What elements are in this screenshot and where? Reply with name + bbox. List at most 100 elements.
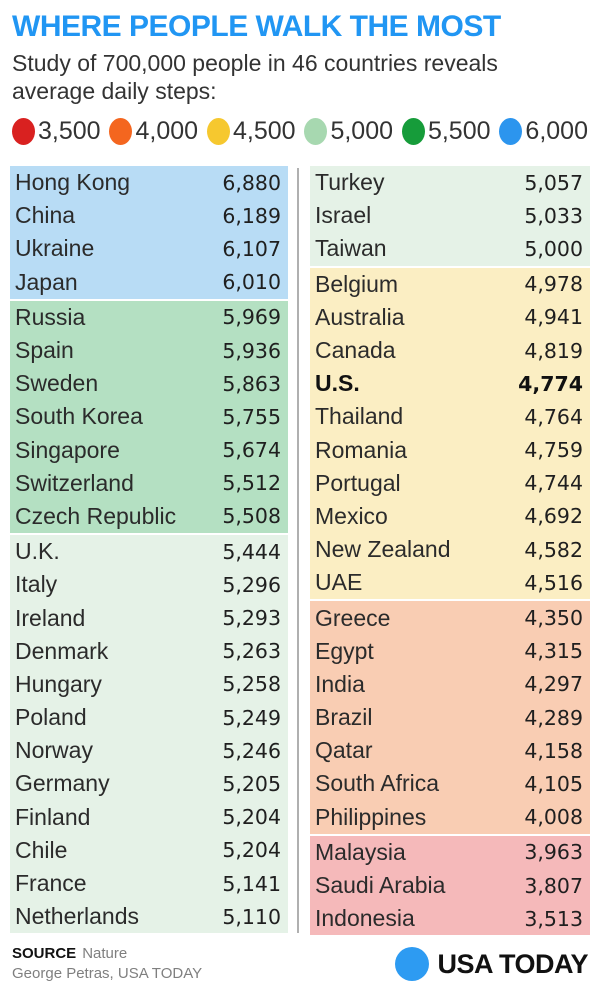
table-row: Saudi Arabia 3,807: [310, 869, 590, 902]
table-row: Turkey 5,057: [310, 166, 590, 199]
country-name: Ukraine: [15, 235, 95, 262]
steps-value: 5,755: [222, 404, 281, 429]
table-row: Hong Kong 6,880: [10, 166, 288, 199]
country-name: Indonesia: [315, 905, 415, 932]
table-row: South Africa 4,105: [310, 767, 590, 800]
usa-today-ball-icon: [395, 947, 430, 982]
country-name: Philippines: [315, 803, 427, 830]
steps-value: 5,444: [222, 539, 281, 564]
country-name: Czech Republic: [15, 502, 177, 529]
table-row: Chile 5,204: [10, 834, 288, 867]
steps-value: 4,289: [524, 705, 583, 730]
steps-value: 5,249: [222, 705, 281, 730]
country-name: Turkey: [315, 169, 385, 196]
legend-label: 4,500: [232, 117, 296, 146]
source-line: SOURCE Nature: [12, 944, 202, 964]
table-row: South Korea 5,755: [10, 400, 288, 433]
country-name: Spain: [15, 337, 74, 364]
steps-value: 5,674: [222, 438, 281, 463]
steps-value: 4,315: [524, 639, 583, 664]
steps-value: 4,744: [524, 471, 583, 496]
steps-value: 5,205: [222, 771, 281, 796]
steps-value: 5,293: [222, 606, 281, 631]
legend-item: 5,000: [304, 117, 393, 146]
legend-item: 4,000: [109, 117, 198, 146]
table-row: Canada 4,819: [310, 334, 590, 367]
steps-value: 4,105: [524, 771, 583, 796]
country-name: Germany: [15, 770, 110, 797]
usa-today-logo-text: USA TODAY: [437, 948, 588, 979]
country-name: Norway: [15, 737, 93, 764]
table-row: Australia 4,941: [310, 301, 590, 334]
steps-value: 5,263: [222, 639, 281, 664]
header: WHERE PEOPLE WALK THE MOST Study of 700,…: [0, 0, 600, 105]
table-row: Indonesia 3,513: [310, 902, 590, 935]
country-name: France: [15, 870, 87, 897]
steps-value: 5,508: [222, 504, 281, 529]
country-name: Australia: [315, 303, 405, 330]
steps-value: 6,189: [222, 203, 281, 228]
table-row: Netherlands 5,110: [10, 900, 288, 933]
country-name: Finland: [15, 803, 91, 830]
subtitle-line-2: average daily steps:: [12, 78, 217, 105]
legend-dot-icon: [304, 118, 328, 146]
legend-label: 3,500: [38, 117, 101, 146]
subtitle: Study of 700,000 people in 46 countries …: [12, 49, 588, 105]
steps-value: 6,010: [222, 270, 281, 295]
country-name: Qatar: [315, 737, 373, 764]
steps-value: 5,296: [222, 572, 281, 597]
steps-value: 3,513: [524, 906, 583, 931]
country-name: India: [315, 670, 365, 697]
table-row: Sweden 5,863: [10, 367, 288, 400]
steps-value: 4,158: [524, 738, 583, 763]
country-name: Taiwan: [315, 235, 387, 262]
steps-value: 5,204: [222, 838, 281, 863]
steps-value: 6,880: [222, 170, 281, 195]
country-name: UAE: [315, 569, 363, 596]
country-name: Netherlands: [15, 903, 140, 930]
country-name: Ireland: [15, 604, 86, 631]
bin-section-5000: U.K. 5,444 Italy 5,296 Ireland 5,293 Denmark 5,…: [10, 535, 288, 934]
table-row: UAE 4,516: [310, 566, 590, 599]
steps-value: 5,258: [222, 672, 281, 697]
steps-value: 5,141: [222, 871, 281, 896]
table-row: Italy 5,296: [10, 568, 288, 601]
bin-section-5500: Russia 5,969 Spain 5,936 Sweden 5,863 South Ko…: [10, 300, 288, 534]
legend-item: 6,000: [499, 117, 588, 146]
country-name: Hungary: [15, 670, 102, 697]
country-name: U.K.: [15, 538, 60, 565]
steps-value: 4,759: [524, 438, 583, 463]
table-row: New Zealand 4,582: [310, 533, 590, 566]
legend: 3,500 4,000 4,500 5,000 5,500 6,000: [0, 105, 600, 147]
country-name: Greece: [315, 604, 391, 631]
country-name: Denmark: [15, 637, 109, 664]
country-name: Mexico: [315, 502, 388, 529]
country-name: Japan: [15, 268, 78, 295]
bin-section-4500: Belgium 4,978 Australia 4,941 Canada 4,819 U.S…: [310, 267, 590, 600]
country-name: Russia: [15, 303, 86, 330]
country-name: Hong Kong: [15, 169, 131, 196]
table-row: Ukraine 6,107: [10, 232, 288, 265]
legend-dot-icon: [499, 118, 523, 146]
country-name: Israel: [315, 202, 372, 229]
page-title: WHERE PEOPLE WALK THE MOST: [12, 10, 501, 43]
table-row: Philippines 4,008: [310, 801, 590, 834]
legend-item: 4,500: [206, 117, 296, 146]
bin-section-6000: Hong Kong 6,880 China 6,189 Ukraine 6,107 Japa…: [10, 166, 288, 299]
table-row: Switzerland 5,512: [10, 467, 288, 500]
country-name: Poland: [15, 704, 87, 731]
table-row: Egypt 4,315: [310, 635, 590, 668]
legend-dot-icon: [12, 118, 35, 146]
steps-value: 4,774: [518, 371, 583, 396]
country-name: South Korea: [15, 403, 143, 430]
steps-value: 4,008: [524, 805, 583, 830]
table-row: France 5,141: [10, 867, 288, 900]
country-name: Egypt: [315, 637, 374, 664]
steps-value: 4,297: [524, 672, 583, 697]
steps-table: Hong Kong 6,880 China 6,189 Ukraine 6,107 Japa…: [10, 166, 590, 936]
table-row: Greece 4,350: [310, 601, 590, 634]
legend-label: 5,000: [330, 117, 394, 146]
legend-item: 5,500: [401, 117, 491, 146]
legend-label: 4,000: [135, 117, 199, 146]
source-block: SOURCE Nature George Petras, USA TODAY: [12, 944, 202, 985]
